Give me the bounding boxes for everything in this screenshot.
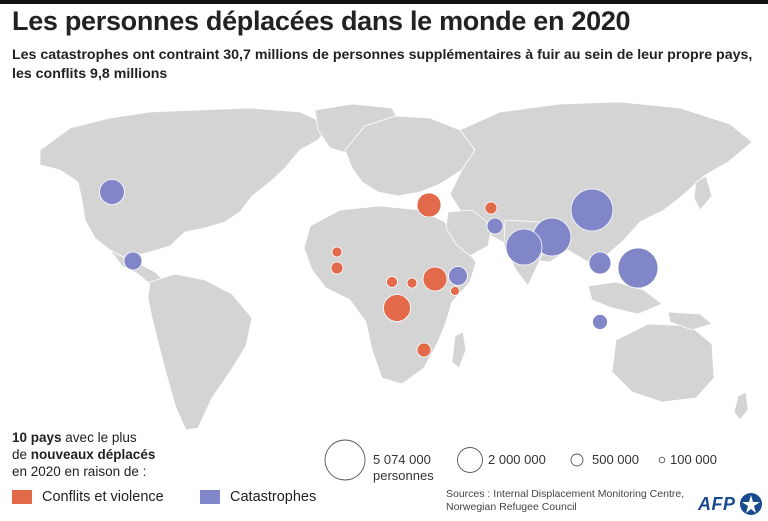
south-america-landmass: [147, 273, 253, 430]
size-legend-value-1: 5 074 000: [373, 452, 431, 467]
legend-conflict-label: Conflits et violence: [42, 489, 164, 505]
legend-disaster: Catastrophes: [200, 489, 316, 505]
disaster-swatch: [200, 490, 220, 504]
world-map: [39, 101, 753, 430]
southeast-asia-islands: [587, 281, 663, 315]
bubble-mozambique-conflict: [416, 342, 432, 358]
afp-logo: AFP: [698, 491, 764, 517]
australia-landmass: [611, 323, 715, 403]
bubble-usa-disasters: [99, 179, 125, 205]
bubble-somalia-conflict: [450, 286, 460, 296]
legend-disaster-label: Catastrophes: [230, 489, 317, 505]
size-legend-label-3: 500 000: [592, 452, 639, 467]
conflict-swatch: [12, 490, 32, 504]
bubble-burkina-faso-conflict: [331, 246, 343, 258]
size-legend: [324, 439, 666, 481]
afp-star-icon: [739, 493, 762, 515]
bubble-philippines-disasters: [617, 247, 659, 289]
bubble-indonesia-disasters: [592, 314, 608, 330]
bubble-syria-conflict: [416, 192, 442, 218]
bubble-drc-conflict: [383, 294, 411, 322]
bubble-car-conflict: [386, 276, 398, 288]
bubble-vietnam-disasters: [588, 251, 612, 275]
north-america-landmass: [39, 107, 331, 259]
size-legend-label-4: 100 000: [670, 452, 717, 467]
japan-landmass: [693, 175, 713, 211]
size-legend-label-2: 2 000 000: [488, 452, 546, 467]
size-legend-circle-1: [324, 439, 366, 481]
map-subtitle: Les catastrophes ont contraint 30,7 mill…: [12, 47, 753, 82]
size-legend-circle-4: [658, 456, 666, 464]
legend-intro-mid: avec le plus: [61, 430, 137, 445]
bubble-china-disasters: [570, 188, 614, 232]
afp-logo-text: AFP: [698, 493, 736, 514]
size-legend-unit: personnes: [373, 468, 434, 483]
bubble-nigeria-conflict: [330, 261, 344, 275]
legend-intro-end: en 2020 en raison de :: [12, 464, 147, 479]
bubble-honduras-disasters: [123, 251, 143, 271]
legend-intro-count: 10 pays: [12, 430, 62, 445]
arabian-peninsula-landmass: [445, 209, 493, 257]
displacement-bubbles: [99, 179, 659, 358]
sources: Sources : Internal Displacement Monitori…: [446, 488, 684, 514]
sources-line-1: Sources : Internal Displacement Monitori…: [446, 488, 685, 500]
bubble-south-sudan-conflict: [406, 277, 418, 289]
sources-line-2: Norwegian Refugee Council: [446, 501, 577, 513]
new-guinea-landmass: [667, 311, 713, 331]
size-legend-circle-2: [457, 447, 483, 473]
size-legend-circle-3: [570, 453, 584, 467]
madagascar-landmass: [451, 331, 467, 369]
legend-intro-bold: nouveaux déplacés: [30, 447, 156, 462]
legend-intro: 10 pays avec le plus de nouveaux déplacé…: [12, 429, 155, 480]
new-zealand-landmass: [733, 391, 749, 421]
bubble-ethiopia-conflict: [422, 266, 448, 292]
bubble-pakistan-disasters: [486, 217, 504, 235]
bubble-somalia-disasters: [448, 266, 468, 286]
bubble-afghanistan-conflict: [484, 201, 498, 215]
legend-intro-de: de: [12, 447, 31, 462]
legend-conflict: Conflits et violence: [12, 489, 164, 505]
bubble-india-disasters: [505, 228, 543, 266]
map-title: Les personnes déplacées dans le monde en…: [12, 6, 631, 36]
top-rule: [0, 0, 768, 4]
europe-landmass: [344, 115, 476, 197]
size-legend-label-1: 5 074 000 personnes: [373, 452, 434, 484]
